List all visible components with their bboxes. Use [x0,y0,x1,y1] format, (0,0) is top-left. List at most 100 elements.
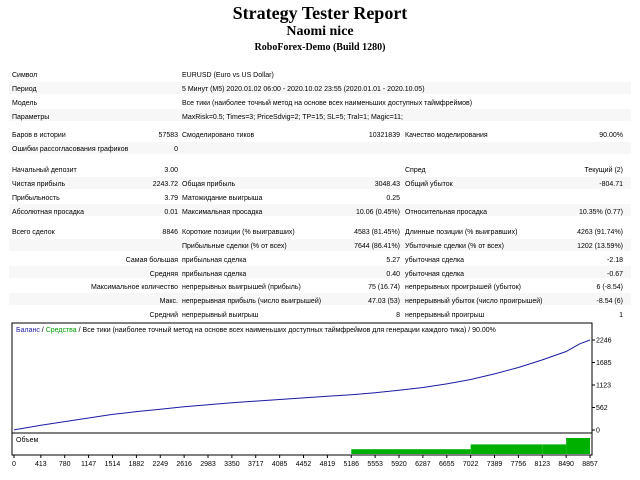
largest-profit-label: прибыльная сделка [182,257,247,264]
avg-profit-value: 0.40 [386,271,400,278]
symbol-value: EURUSD (Euro vs US Dollar) [182,72,274,79]
spread-value: Текущий (2) [584,167,624,174]
y-tick-label: 1685 [596,360,612,367]
params-value: MaxRisk=0.5; Times=3; PriceSdvig=2; TP=1… [182,114,403,121]
x-tick-label: 780 [59,461,71,468]
x-tick-label: 4452 [296,461,312,468]
x-tick-label: 4085 [272,461,288,468]
balance-chart: Баланс / Средства / Все тики (наиболее т… [11,322,612,468]
cons-profit-value: 47.03 (53) [368,298,400,305]
params-label: Параметры [12,114,50,121]
period-value: 5 Минут (M5) 2020.01.02 06:00 - 2020.10.… [182,86,425,93]
row-stripe [9,177,631,189]
y-tick-label: 0 [596,428,600,435]
gross-loss-value: -804.71 [599,181,623,188]
errors-label: Ошибки рассогласования графиков [12,146,129,153]
x-tick-label: 7389 [487,461,503,468]
legend-equity: Средства [46,327,77,334]
loss-trades-label: Убыточные сделки (% от всех) [405,243,504,250]
x-tick-label: 8490 [558,461,574,468]
cons-losses-value: 6 (-8.54) [596,284,623,291]
x-tick-label: 1882 [129,461,145,468]
cons-profit-label: непрерывная прибыль (число выигрышей) [182,298,322,305]
volume-bars [351,438,590,454]
row-stripe [9,142,631,154]
deposit-value: 3.00 [164,167,178,174]
ticks-label: Смоделировано тиков [182,132,255,139]
ticks-value: 10321839 [368,132,400,139]
profit-trades-value: 7644 (86.41%) [354,243,400,250]
x-tick-label: 5186 [343,461,359,468]
x-tick-label: 3717 [248,461,264,468]
average-label: Средняя [149,271,178,278]
volume-bar [351,449,471,454]
x-tick-label: 0 [12,461,16,468]
y-tick-label: 1123 [596,383,611,390]
chart-legend: Баланс / Средства / Все тики (наиболее т… [16,326,496,334]
y-tick-label: 562 [596,405,608,412]
x-tick-label: 5553 [367,461,383,468]
avg-cons-wins-label: непрерывный выигрыш [182,312,259,319]
row-stripe [9,82,631,94]
report-title: Strategy Tester Report [232,3,408,23]
rel-drawdown-label: Относительная просадка [405,209,487,216]
largest-loss-label: убыточная сделка [405,257,465,264]
expected-payoff-value: 0.25 [386,195,400,202]
model-value: Все тики (наиболее точный метод на основ… [182,100,473,107]
avg-profit-label: прибыльная сделка [182,271,247,278]
x-tick-label: 2249 [152,461,168,468]
gross-loss-label: Общий убыток [405,181,453,188]
largest-label: Самая большая [125,257,178,264]
x-tick-label: 6287 [415,461,431,468]
total-trades-value: 8846 [162,229,178,236]
volume-bar [470,444,543,454]
cons-losses-label: непрерывных проигрышей (убыток) [405,284,522,291]
total-trades-label: Всего сделок [12,229,55,236]
x-tick-label: 413 [35,461,47,468]
profit-factor-label: Прибыльность [12,195,60,202]
server-build: RoboForex-Demo (Build 1280) [254,42,386,53]
row-stripe [9,293,631,305]
largest-loss-value: -2.18 [607,257,623,264]
x-axis-ticks: 0 413 780 1147 1514 1882 2249 2616 2983 3350 3717 4… [12,455,598,468]
rel-drawdown-value: 10.35% (0.77) [579,209,623,216]
bars-label: Баров в истории [12,132,66,139]
symbol-label: Символ [12,72,38,79]
long-positions-label: Длинные позиции (% выигравших) [405,229,518,236]
row-stripe [9,109,631,121]
balance-line [13,339,591,431]
avg-cons-wins-value: 8 [396,312,400,319]
x-tick-label: 1147 [81,461,96,468]
legend-description: / Все тики (наиболее точный метод на осн… [77,326,496,334]
x-tick-label: 8123 [534,461,550,468]
avg-loss-value: -0.67 [607,271,623,278]
x-tick-label: 6655 [439,461,455,468]
loss-trades-value: 1202 (13.59%) [577,243,623,250]
cons-wins-value: 75 (16.74) [368,284,400,291]
y-tick-label: 2246 [596,338,612,345]
cons-wins-label: непрерывных выигрышей (прибыль) [182,284,301,291]
short-positions-value: 4583 (81.45%) [354,229,400,236]
cons-loss-value: -8.54 (6) [596,298,623,305]
profit-factor-value: 3.79 [164,195,178,202]
net-profit-label: Чистая прибыль [12,181,66,188]
max-count-label: Максимальное количество [90,284,178,291]
x-tick-label: 7756 [511,461,527,468]
legend-separator: / [40,327,46,334]
deposit-label: Начальный депозит [12,167,77,174]
largest-profit-value: 5.27 [386,257,400,264]
gross-profit-label: Общая прибыль [182,181,236,188]
volume-bar [566,438,590,454]
net-profit-value: 2243.72 [152,181,178,188]
bars-value: 57583 [158,132,178,139]
x-tick-label: 5920 [391,461,407,468]
avg-loss-label: убыточная сделка [405,271,465,278]
x-tick-label: 1514 [105,461,121,468]
x-tick-label: 7022 [463,461,479,468]
expected-payoff-label: Матожидание выигрыша [182,195,263,202]
long-positions-value: 4263 (91.74%) [577,229,623,236]
gross-profit-value: 3048.43 [374,181,400,188]
y-axis-ticks: 0 562 1123 1685 2246 [592,338,612,435]
volume-label: Объем [16,436,38,444]
model-label: Модель [12,100,38,107]
